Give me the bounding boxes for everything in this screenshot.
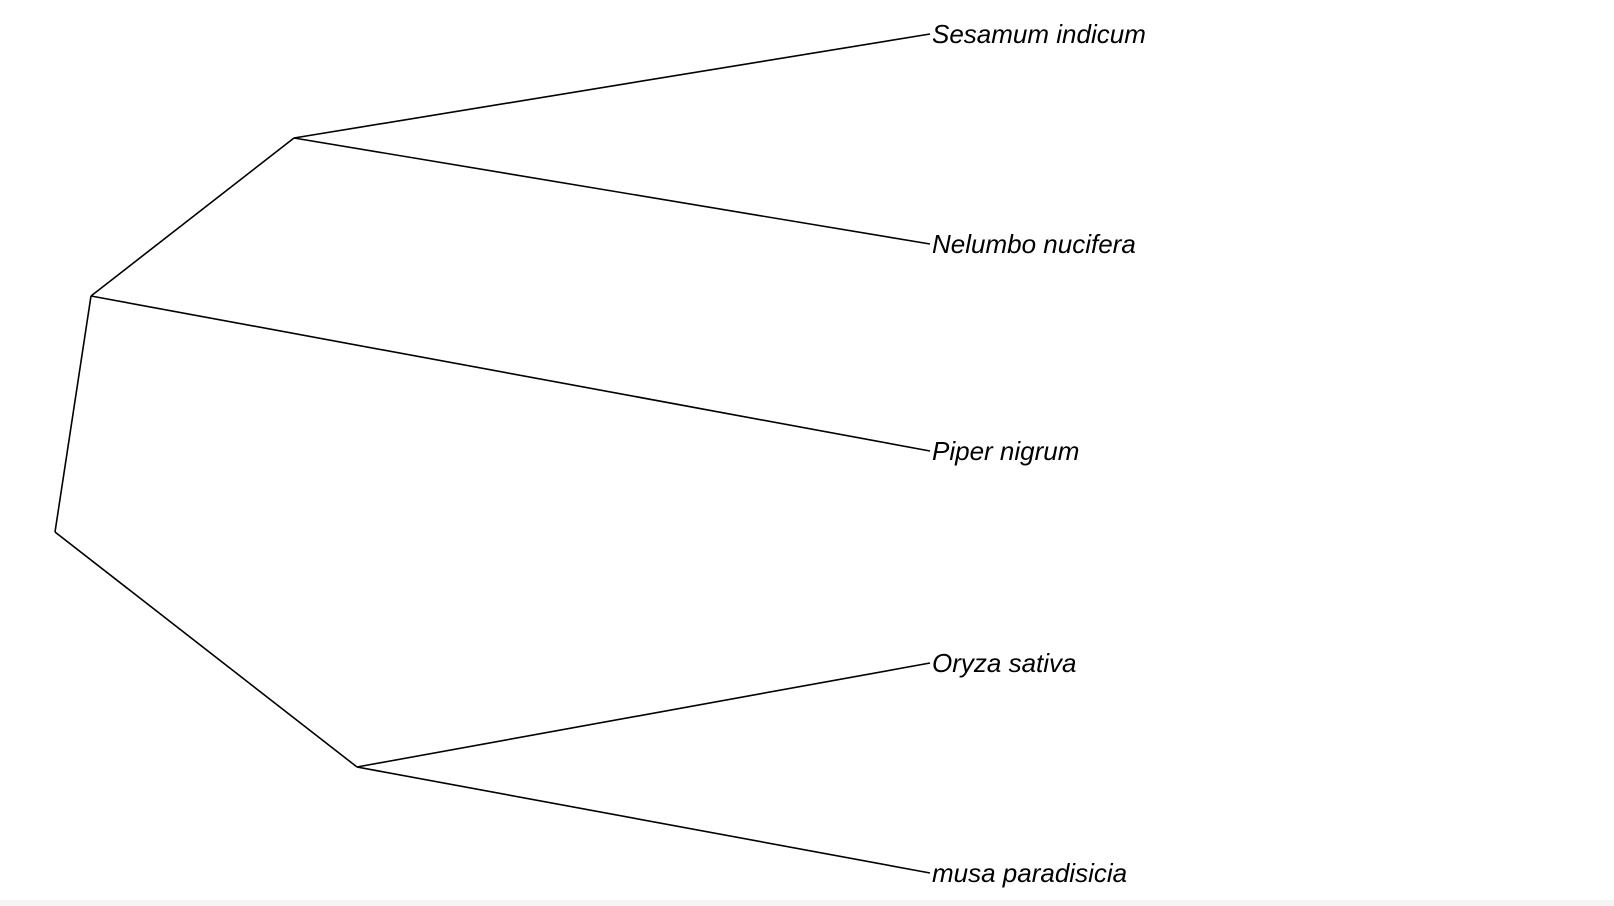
branch-to-nelumbo-nucifera <box>293 137 931 245</box>
branch-to-oryza-sativa <box>356 662 931 768</box>
branch-to-sesamum-indicum <box>293 33 931 139</box>
branch-root-to-clade-oryza-musa <box>54 531 358 768</box>
branch-to-musa-paradisicia <box>356 766 931 874</box>
branch-clade-eudicots-piper-to-clade-sesamum-nelumbo <box>90 137 295 297</box>
tip-label-piper-nigrum: Piper nigrum <box>932 436 1079 466</box>
tip-label-sesamum-indicum: Sesamum indicum <box>932 19 1146 49</box>
tip-label-nelumbo-nucifera: Nelumbo nucifera <box>932 229 1136 259</box>
bottom-edge-strip <box>0 900 1614 906</box>
tip-label-musa-paradisicia: musa paradisicia <box>932 858 1127 888</box>
tip-label-oryza-sativa: Oryza sativa <box>932 648 1077 678</box>
branch-root-to-clade-eudicots-piper <box>54 295 92 533</box>
branch-to-piper-nigrum <box>90 295 931 452</box>
